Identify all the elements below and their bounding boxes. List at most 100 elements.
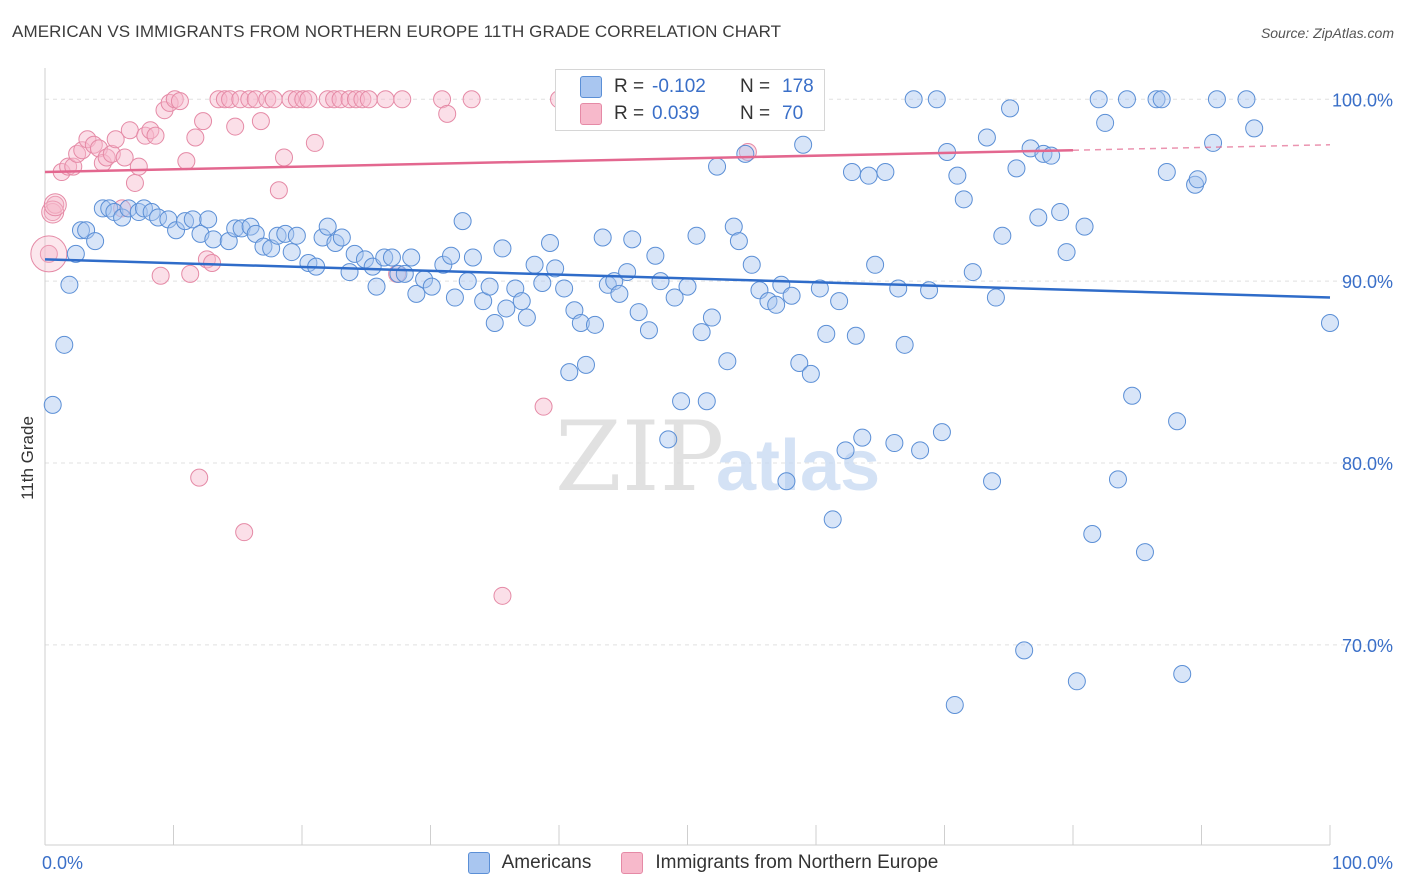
americans-point [585, 315, 604, 334]
americans-point [1321, 313, 1339, 332]
americans-point [911, 441, 930, 460]
americans-point [646, 246, 665, 265]
americans-point [1173, 665, 1192, 684]
americans-point [93, 199, 112, 218]
r-label: R = [614, 76, 645, 97]
immigrants-legend-label: Immigrants from Northern Europe [655, 852, 939, 873]
x-tick-label: 0.0% [42, 853, 83, 873]
legend-item-immigrants[interactable]: Immigrants from Northern Europe [621, 852, 938, 874]
immigrants-point [170, 92, 189, 111]
immigrants-trend-line [44, 148, 1074, 174]
y-tick-label: 80.0% [1342, 454, 1393, 474]
americans-point [724, 217, 743, 236]
americans-point [345, 244, 364, 263]
immigrants-point [177, 152, 196, 171]
immigrants-point [269, 181, 288, 200]
americans-point [60, 275, 79, 294]
americans-point [651, 272, 670, 291]
x-tick-label: 100.0% [1332, 853, 1393, 873]
americans-trend-line [44, 258, 1331, 299]
americans-point [100, 199, 119, 218]
immigrants-point [120, 121, 139, 140]
americans-point [1204, 133, 1223, 152]
r-value: -0.102 [652, 76, 706, 97]
americans-point [629, 303, 648, 322]
immigrants-point [438, 104, 457, 123]
immigrants-point [493, 586, 512, 605]
axis-labels: 70.0% 80.0% 90.0% 100.0% 0.0% 100.0% 11th Grad… [18, 90, 1393, 873]
americans-point [1207, 90, 1226, 109]
y-tick-label: 70.0% [1342, 636, 1393, 656]
americans-point [932, 423, 951, 442]
americans-point [1007, 159, 1026, 178]
gridlines [45, 98, 1392, 646]
americans-point [268, 226, 287, 245]
immigrants-point [281, 90, 300, 109]
americans-point [1015, 641, 1034, 660]
americans-point [1051, 203, 1070, 222]
americans-point [533, 273, 552, 292]
immigrants-point [68, 144, 87, 163]
immigrants-point [393, 90, 412, 109]
americans-point [593, 228, 612, 247]
immigrants-point [181, 264, 200, 283]
stats-row-americans: R = -0.102 N = 178 [580, 74, 814, 100]
americans-point [442, 246, 461, 265]
americans-point [86, 232, 105, 251]
americans-point [836, 441, 855, 460]
immigrants-point [299, 90, 318, 109]
legend-item-americans[interactable]: Americans [467, 852, 591, 874]
immigrants-point [194, 112, 213, 131]
americans-point [276, 224, 295, 243]
immigrants-point [240, 90, 259, 109]
americans-point [382, 248, 401, 267]
immigrants-point [43, 203, 62, 222]
immigrants-point [264, 90, 283, 109]
n-label: N = [740, 76, 771, 97]
americans-point [1001, 99, 1020, 118]
americans-point [497, 299, 516, 318]
americans-point [493, 239, 512, 258]
r-value: 0.039 [652, 103, 700, 124]
immigrants-point [97, 148, 116, 167]
immigrants-point [275, 148, 294, 167]
americans-point [927, 90, 946, 109]
immigrants-swatch [580, 103, 602, 125]
watermark: ZIP atlas [555, 401, 880, 513]
americans-point [541, 233, 560, 252]
americans-point [282, 243, 301, 262]
americans-point [434, 255, 453, 274]
source-credit: Source: ZipAtlas.com [1260, 25, 1394, 41]
americans-point [517, 308, 536, 327]
n-value: 70 [782, 103, 804, 124]
americans-point [66, 244, 85, 263]
americans-point [232, 219, 251, 238]
n-value: 178 [782, 76, 814, 97]
americans-point [742, 255, 761, 274]
chart-title: AMERICAN VS IMMIGRANTS FROM NORTHERN EUR… [12, 22, 782, 41]
americans-point [458, 272, 477, 291]
immigrants-point [294, 90, 313, 109]
watermark-zip: ZIP [555, 401, 724, 513]
immigrants-point [251, 112, 270, 131]
americans-point [983, 472, 1002, 491]
americans-point [993, 226, 1012, 245]
americans-point [1188, 170, 1207, 189]
americans-point [43, 395, 62, 414]
americans-point [977, 128, 996, 147]
americans-point [889, 279, 908, 298]
watermark-atlas: atlas [716, 426, 880, 506]
americans-point [512, 292, 531, 311]
immigrants-point [340, 90, 359, 109]
immigrants-point [215, 90, 234, 109]
americans-point [782, 286, 801, 305]
r-label: R = [614, 103, 645, 124]
americans-point [119, 199, 138, 218]
n-label: N = [740, 103, 771, 124]
americans-point [1067, 672, 1086, 691]
americans-point [853, 428, 872, 447]
americans-point [453, 212, 472, 231]
americans-point [842, 163, 861, 182]
immigrants-point [433, 90, 452, 109]
